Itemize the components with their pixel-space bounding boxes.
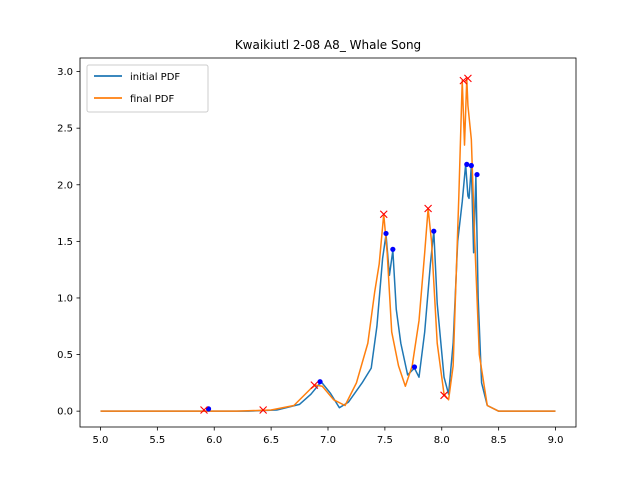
series-line-final-pdf: [100, 77, 556, 412]
x-tick-label: 7.0: [320, 435, 336, 446]
chart-title: Kwaikiutl 2-08 A8_ Whale Song: [235, 38, 421, 52]
x-tick-label: 8.5: [491, 435, 507, 446]
initial-peak-marker: [431, 228, 437, 234]
x-tick-label: 5.5: [149, 435, 165, 446]
final-peak-marker: [464, 74, 472, 83]
y-tick-label: 0.0: [57, 407, 73, 418]
x-tick-label: 6.0: [206, 435, 222, 446]
y-tick-label: 1.5: [57, 237, 73, 248]
y-tick-label: 2.5: [57, 124, 73, 135]
x-tick-label: 6.5: [263, 435, 279, 446]
legend-label-final: final PDF: [130, 94, 174, 105]
x-tick-label: 9.0: [548, 435, 564, 446]
y-tick-label: 3.0: [57, 67, 73, 78]
initial-peak-marker: [205, 406, 212, 412]
final-peak-marker: [424, 204, 432, 213]
legend-label-initial: initial PDF: [130, 72, 180, 83]
final-peak-marker: [440, 391, 448, 400]
initial-peak-marker: [411, 364, 418, 370]
initial-peak-marker: [390, 246, 396, 252]
x-axis: 5.0 5.5 6.0 6.5 7.0 7.5 8.0 8.5 9.0: [93, 427, 564, 446]
final-peak-marker: [379, 210, 388, 219]
y-tick-label: 0.5: [57, 350, 73, 361]
final-peak-marker: [310, 381, 319, 390]
final-peak-marker: [200, 406, 208, 414]
initial-peak-marker: [468, 162, 474, 169]
legend: initial PDF final PDF: [86, 64, 209, 113]
y-tick-label: 2.0: [57, 180, 73, 191]
initial-peak-marker: [474, 171, 480, 178]
x-tick-label: 5.0: [93, 435, 109, 446]
plot-area: [100, 74, 556, 414]
y-tick-label: 1.0: [57, 293, 73, 304]
x-tick-label: 7.5: [377, 435, 393, 446]
initial-peak-marker: [464, 161, 470, 167]
initial-peak-marker: [317, 379, 323, 385]
y-axis: 0.0 0.5 1.0 1.5 2.0 2.5 3.0: [57, 67, 80, 418]
x-tick-label: 8.0: [434, 435, 450, 446]
final-peak-marker: [459, 76, 468, 85]
final-peak-marker: [259, 406, 268, 414]
initial-peak-marker: [383, 230, 389, 237]
